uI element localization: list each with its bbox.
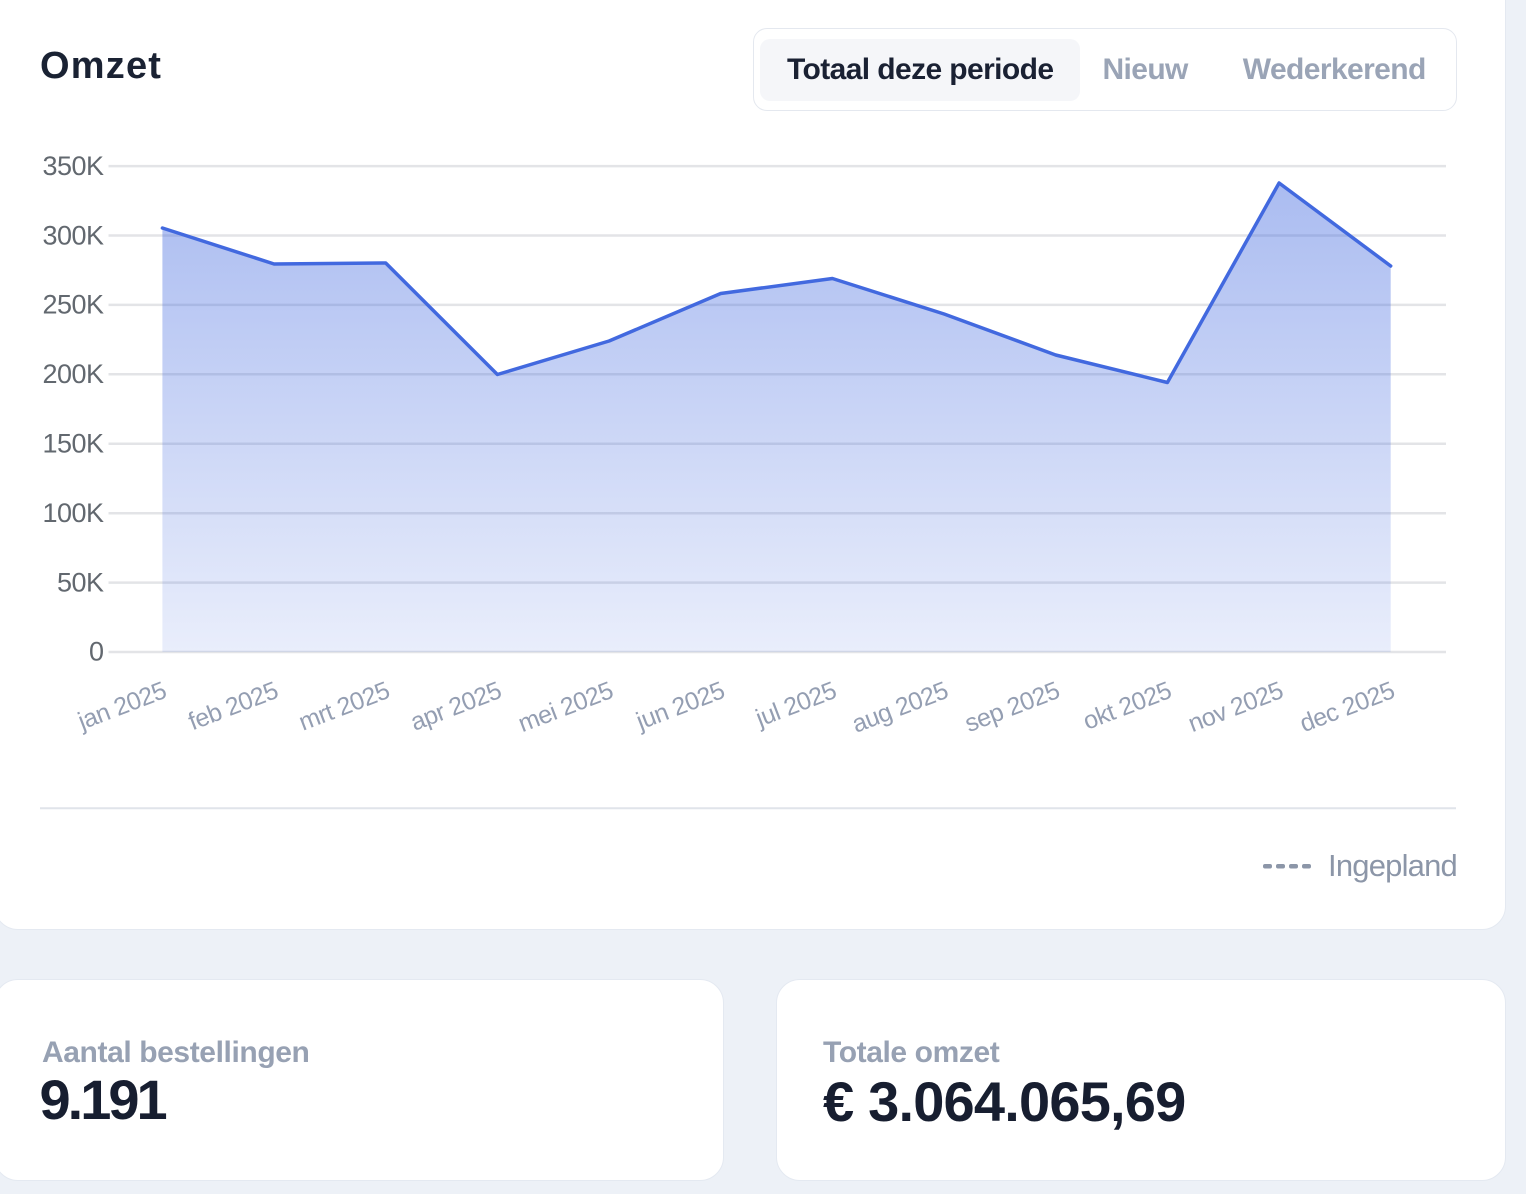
svg-text:300K: 300K: [42, 220, 104, 250]
svg-text:jan 2025: jan 2025: [73, 676, 170, 735]
svg-text:100K: 100K: [42, 498, 104, 528]
svg-text:jul 2025: jul 2025: [751, 676, 840, 732]
svg-text:jun 2025: jun 2025: [632, 676, 729, 735]
svg-text:Ingepland: Ingepland: [1328, 848, 1457, 883]
svg-text:feb 2025: feb 2025: [185, 676, 282, 736]
svg-text:aug 2025: aug 2025: [848, 676, 952, 738]
svg-text:200K: 200K: [42, 359, 104, 389]
svg-text:mrt 2025: mrt 2025: [295, 676, 393, 736]
svg-text:250K: 250K: [42, 290, 104, 320]
svg-text:sep 2025: sep 2025: [961, 676, 1063, 738]
svg-text:nov 2025: nov 2025: [1184, 676, 1286, 738]
svg-text:0: 0: [89, 637, 104, 667]
svg-text:okt 2025: okt 2025: [1079, 676, 1175, 735]
svg-text:mei 2025: mei 2025: [514, 676, 616, 738]
svg-text:apr 2025: apr 2025: [407, 676, 505, 736]
svg-text:150K: 150K: [42, 429, 104, 459]
svg-text:50K: 50K: [57, 567, 104, 597]
svg-text:dec 2025: dec 2025: [1296, 676, 1398, 738]
svg-text:350K: 350K: [42, 151, 104, 181]
